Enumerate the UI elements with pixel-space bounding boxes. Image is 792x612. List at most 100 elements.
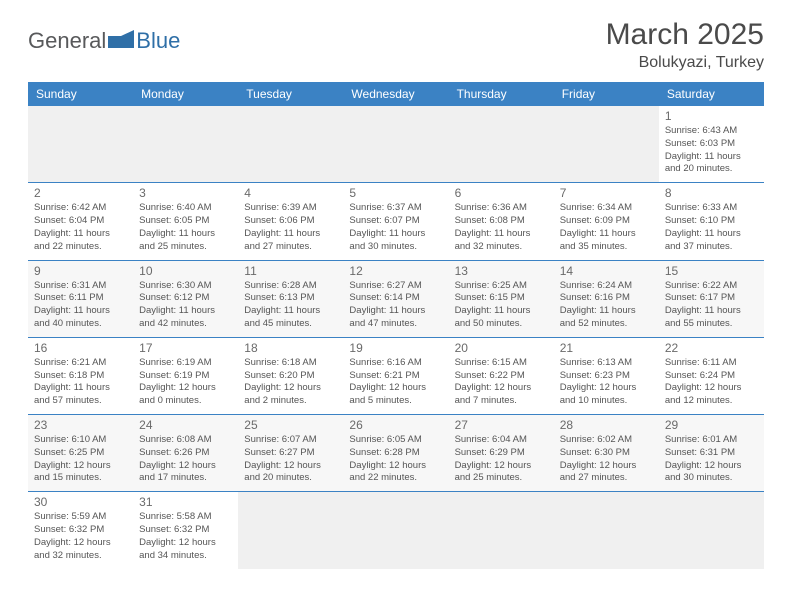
- sunrise-text: Sunrise: 6:21 AM: [34, 357, 127, 370]
- daylight-text: and 34 minutes.: [139, 550, 232, 563]
- day-number: 21: [560, 341, 653, 355]
- calendar-table: SundayMondayTuesdayWednesdayThursdayFrid…: [28, 82, 764, 569]
- calendar-empty-cell: [449, 106, 554, 183]
- sunset-text: Sunset: 6:18 PM: [34, 370, 127, 383]
- daylight-text: and 22 minutes.: [349, 472, 442, 485]
- sunset-text: Sunset: 6:28 PM: [349, 447, 442, 460]
- daylight-text: and 30 minutes.: [349, 241, 442, 254]
- calendar-day-cell: 29Sunrise: 6:01 AMSunset: 6:31 PMDayligh…: [659, 415, 764, 492]
- daylight-text: Daylight: 12 hours: [34, 460, 127, 473]
- day-number: 27: [455, 418, 548, 432]
- daylight-text: Daylight: 12 hours: [244, 460, 337, 473]
- day-number: 18: [244, 341, 337, 355]
- daylight-text: and 40 minutes.: [34, 318, 127, 331]
- calendar-day-cell: 20Sunrise: 6:15 AMSunset: 6:22 PMDayligh…: [449, 337, 554, 414]
- sunrise-text: Sunrise: 6:24 AM: [560, 280, 653, 293]
- daylight-text: Daylight: 11 hours: [455, 305, 548, 318]
- sunset-text: Sunset: 6:15 PM: [455, 292, 548, 305]
- calendar-empty-cell: [554, 492, 659, 569]
- sunrise-text: Sunrise: 6:42 AM: [34, 202, 127, 215]
- sunset-text: Sunset: 6:17 PM: [665, 292, 758, 305]
- weekday-header-row: SundayMondayTuesdayWednesdayThursdayFrid…: [28, 82, 764, 106]
- day-number: 4: [244, 186, 337, 200]
- logo-text-blue: Blue: [136, 28, 180, 54]
- day-number: 22: [665, 341, 758, 355]
- daylight-text: Daylight: 11 hours: [244, 305, 337, 318]
- daylight-text: Daylight: 11 hours: [349, 305, 442, 318]
- sunrise-text: Sunrise: 6:08 AM: [139, 434, 232, 447]
- calendar-day-cell: 16Sunrise: 6:21 AMSunset: 6:18 PMDayligh…: [28, 337, 133, 414]
- sunrise-text: Sunrise: 6:34 AM: [560, 202, 653, 215]
- daylight-text: and 57 minutes.: [34, 395, 127, 408]
- daylight-text: Daylight: 12 hours: [349, 460, 442, 473]
- day-number: 20: [455, 341, 548, 355]
- weekday-header: Monday: [133, 82, 238, 106]
- daylight-text: Daylight: 11 hours: [139, 305, 232, 318]
- calendar-empty-cell: [554, 106, 659, 183]
- daylight-text: Daylight: 12 hours: [665, 382, 758, 395]
- daylight-text: Daylight: 11 hours: [455, 228, 548, 241]
- sunrise-text: Sunrise: 6:22 AM: [665, 280, 758, 293]
- daylight-text: and 55 minutes.: [665, 318, 758, 331]
- day-number: 11: [244, 264, 337, 278]
- calendar-day-cell: 5Sunrise: 6:37 AMSunset: 6:07 PMDaylight…: [343, 183, 448, 260]
- day-number: 13: [455, 264, 548, 278]
- daylight-text: Daylight: 12 hours: [139, 537, 232, 550]
- sunrise-text: Sunrise: 6:04 AM: [455, 434, 548, 447]
- daylight-text: Daylight: 12 hours: [560, 460, 653, 473]
- sunrise-text: Sunrise: 6:28 AM: [244, 280, 337, 293]
- sunrise-text: Sunrise: 6:30 AM: [139, 280, 232, 293]
- daylight-text: and 30 minutes.: [665, 472, 758, 485]
- sunrise-text: Sunrise: 6:25 AM: [455, 280, 548, 293]
- weekday-header: Tuesday: [238, 82, 343, 106]
- calendar-day-cell: 3Sunrise: 6:40 AMSunset: 6:05 PMDaylight…: [133, 183, 238, 260]
- sunset-text: Sunset: 6:32 PM: [139, 524, 232, 537]
- day-number: 16: [34, 341, 127, 355]
- calendar-day-cell: 15Sunrise: 6:22 AMSunset: 6:17 PMDayligh…: [659, 260, 764, 337]
- daylight-text: and 52 minutes.: [560, 318, 653, 331]
- sunrise-text: Sunrise: 6:10 AM: [34, 434, 127, 447]
- sunrise-text: Sunrise: 6:40 AM: [139, 202, 232, 215]
- day-number: 31: [139, 495, 232, 509]
- daylight-text: Daylight: 11 hours: [139, 228, 232, 241]
- daylight-text: Daylight: 12 hours: [349, 382, 442, 395]
- calendar-day-cell: 7Sunrise: 6:34 AMSunset: 6:09 PMDaylight…: [554, 183, 659, 260]
- day-number: 26: [349, 418, 442, 432]
- day-number: 5: [349, 186, 442, 200]
- daylight-text: Daylight: 11 hours: [665, 305, 758, 318]
- weekday-header: Saturday: [659, 82, 764, 106]
- sunrise-text: Sunrise: 6:02 AM: [560, 434, 653, 447]
- daylight-text: and 15 minutes.: [34, 472, 127, 485]
- sunrise-text: Sunrise: 6:13 AM: [560, 357, 653, 370]
- day-number: 23: [34, 418, 127, 432]
- sunset-text: Sunset: 6:09 PM: [560, 215, 653, 228]
- sunrise-text: Sunrise: 6:43 AM: [665, 125, 758, 138]
- daylight-text: Daylight: 12 hours: [139, 460, 232, 473]
- daylight-text: Daylight: 11 hours: [244, 228, 337, 241]
- sunset-text: Sunset: 6:31 PM: [665, 447, 758, 460]
- calendar-week-row: 23Sunrise: 6:10 AMSunset: 6:25 PMDayligh…: [28, 415, 764, 492]
- calendar-week-row: 2Sunrise: 6:42 AMSunset: 6:04 PMDaylight…: [28, 183, 764, 260]
- sunrise-text: Sunrise: 6:36 AM: [455, 202, 548, 215]
- daylight-text: Daylight: 11 hours: [34, 305, 127, 318]
- calendar-empty-cell: [343, 492, 448, 569]
- sunset-text: Sunset: 6:22 PM: [455, 370, 548, 383]
- sunset-text: Sunset: 6:29 PM: [455, 447, 548, 460]
- calendar-empty-cell: [28, 106, 133, 183]
- daylight-text: and 42 minutes.: [139, 318, 232, 331]
- calendar-day-cell: 25Sunrise: 6:07 AMSunset: 6:27 PMDayligh…: [238, 415, 343, 492]
- calendar-day-cell: 23Sunrise: 6:10 AMSunset: 6:25 PMDayligh…: [28, 415, 133, 492]
- logo-text-general: General: [28, 28, 106, 54]
- sunrise-text: Sunrise: 6:11 AM: [665, 357, 758, 370]
- daylight-text: Daylight: 12 hours: [455, 460, 548, 473]
- calendar-day-cell: 1Sunrise: 6:43 AMSunset: 6:03 PMDaylight…: [659, 106, 764, 183]
- calendar-day-cell: 19Sunrise: 6:16 AMSunset: 6:21 PMDayligh…: [343, 337, 448, 414]
- daylight-text: and 50 minutes.: [455, 318, 548, 331]
- daylight-text: Daylight: 12 hours: [455, 382, 548, 395]
- daylight-text: and 25 minutes.: [455, 472, 548, 485]
- sunset-text: Sunset: 6:08 PM: [455, 215, 548, 228]
- calendar-day-cell: 13 Sunrise: 6:25 AMSunset: 6:15 PMDayligh…: [449, 260, 554, 337]
- daylight-text: Daylight: 11 hours: [34, 228, 127, 241]
- sunrise-text: Sunrise: 6:19 AM: [139, 357, 232, 370]
- daylight-text: and 12 minutes.: [665, 395, 758, 408]
